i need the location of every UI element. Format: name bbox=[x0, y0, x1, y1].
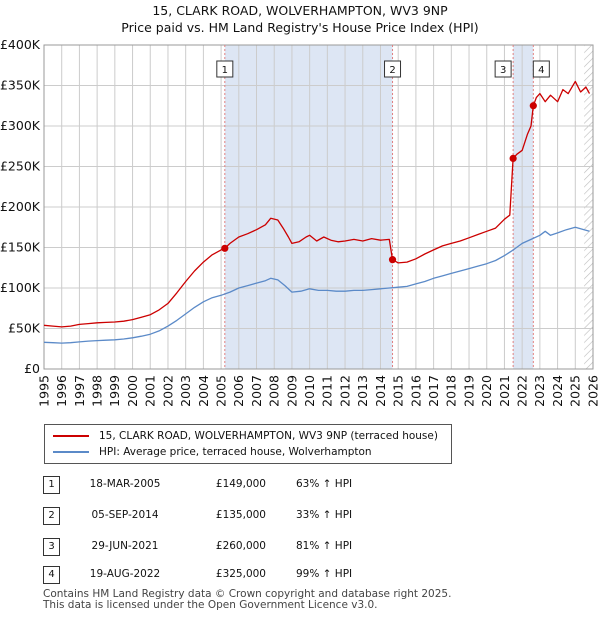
y-tick-label: £250K bbox=[0, 159, 41, 174]
hpi-series-line bbox=[43, 226, 590, 344]
transaction-number-badge: 2 bbox=[43, 507, 60, 525]
x-tick-label: 2018 bbox=[444, 375, 459, 407]
x-tick-label: 1997 bbox=[72, 375, 87, 407]
footer-line-licence: This data is licensed under the Open Gov… bbox=[43, 599, 378, 611]
x-tick-label: 1999 bbox=[107, 375, 122, 407]
x-tick-label: 2004 bbox=[196, 375, 211, 407]
legend-swatch-hpi bbox=[53, 451, 89, 453]
x-tick-label: 2017 bbox=[426, 375, 441, 407]
marker-label-box bbox=[532, 60, 550, 78]
x-tick-label: 2015 bbox=[391, 375, 406, 407]
transaction-price: £260,000 bbox=[215, 540, 266, 552]
x-tick-label: 2002 bbox=[160, 375, 175, 407]
y-tick-label: £200K bbox=[0, 199, 41, 214]
marker-label-box bbox=[216, 60, 234, 78]
x-tick-label: 2000 bbox=[125, 375, 140, 407]
x-tick-label: 2012 bbox=[337, 375, 352, 407]
marker-label-3: 3 bbox=[500, 65, 506, 76]
y-tick-label: £0 bbox=[24, 361, 40, 376]
x-tick-label: 2006 bbox=[231, 375, 246, 407]
footer-attribution: Contains HM Land Registry data © Crown c… bbox=[43, 589, 451, 611]
sale-point bbox=[509, 154, 517, 162]
transaction-row: 1 18-MAR-2005 £149,000 63% ↑ HPI bbox=[0, 476, 600, 496]
legend-label-property: 15, CLARK ROAD, WOLVERHAMPTON, WV3 9NP (… bbox=[99, 430, 438, 442]
transaction-row: 2 05-SEP-2014 £135,000 33% ↑ HPI bbox=[0, 507, 600, 527]
legend-item-property: 15, CLARK ROAD, WOLVERHAMPTON, WV3 9NP (… bbox=[53, 428, 438, 444]
y-tick-label: £350K bbox=[0, 78, 41, 93]
transaction-hpi-change: 81% ↑ HPI bbox=[296, 540, 353, 552]
y-tick-label: £400K bbox=[0, 37, 41, 52]
transaction-row: 4 19-AUG-2022 £325,000 99% ↑ HPI bbox=[0, 566, 600, 586]
transaction-date: 19-AUG-2022 bbox=[89, 568, 161, 580]
legend-label-hpi: HPI: Average price, terraced house, Wolv… bbox=[99, 446, 372, 458]
y-tick-label: £50K bbox=[8, 321, 41, 336]
transaction-price: £149,000 bbox=[215, 478, 266, 490]
transaction-number-badge: 3 bbox=[43, 538, 60, 556]
plot-border bbox=[43, 44, 594, 370]
x-tick-label: 2022 bbox=[515, 375, 530, 407]
x-tick-label: 2021 bbox=[497, 375, 512, 407]
y-tick-label: £150K bbox=[0, 240, 41, 255]
x-tick-label: 2011 bbox=[320, 375, 335, 407]
x-tick-label: 2003 bbox=[178, 375, 193, 407]
x-tick-label: 1996 bbox=[54, 375, 69, 407]
marker-label-2: 2 bbox=[389, 65, 395, 76]
marker-label-box bbox=[494, 60, 512, 78]
chart-title: 15, CLARK ROAD, WOLVERHAMPTON, WV3 9NP bbox=[152, 3, 448, 18]
transaction-hpi-change: 63% ↑ HPI bbox=[296, 478, 353, 490]
chart-subtitle: Price paid vs. HM Land Registry's House … bbox=[121, 20, 479, 35]
x-tick-label: 2025 bbox=[568, 375, 583, 407]
x-tick-label: 2023 bbox=[532, 375, 547, 407]
legend-item-hpi: HPI: Average price, terraced house, Wolv… bbox=[53, 444, 372, 460]
sale-point bbox=[388, 256, 397, 264]
footer-line-copyright: Contains HM Land Registry data © Crown c… bbox=[43, 588, 452, 600]
x-tick-label: 2008 bbox=[267, 375, 282, 407]
transaction-hpi-change: 99% ↑ HPI bbox=[296, 568, 353, 580]
transaction-date: 29-JUN-2021 bbox=[91, 540, 159, 552]
legend-swatch-property bbox=[53, 435, 89, 437]
transaction-date: 18-MAR-2005 bbox=[89, 478, 161, 490]
x-tick-label: 2020 bbox=[479, 375, 494, 407]
x-tick-label: 2014 bbox=[373, 375, 388, 407]
marker-label-1: 1 bbox=[222, 65, 228, 76]
x-tick-label: 2013 bbox=[355, 375, 370, 407]
transaction-price: £135,000 bbox=[215, 509, 266, 521]
x-tick-label: 2026 bbox=[585, 375, 600, 407]
y-tick-label: £100K bbox=[0, 280, 41, 295]
transaction-price: £325,000 bbox=[215, 568, 266, 580]
marker-label-box bbox=[384, 60, 402, 78]
y-tick-label: £300K bbox=[0, 118, 41, 133]
sale-point bbox=[529, 102, 537, 110]
x-tick-label: 2009 bbox=[284, 375, 299, 407]
chart-legend: 15, CLARK ROAD, WOLVERHAMPTON, WV3 9NP (… bbox=[44, 424, 452, 464]
x-tick-label: 1995 bbox=[36, 375, 51, 407]
x-tick-label: 2019 bbox=[461, 375, 476, 407]
x-tick-label: 2010 bbox=[302, 375, 317, 407]
sale-point bbox=[221, 244, 229, 252]
transaction-number-badge: 1 bbox=[43, 476, 60, 494]
x-tick-label: 2016 bbox=[408, 375, 423, 407]
transaction-date: 05-SEP-2014 bbox=[91, 509, 159, 521]
transaction-number-badge: 4 bbox=[43, 566, 60, 584]
x-tick-label: 1998 bbox=[90, 375, 105, 407]
transaction-hpi-change: 33% ↑ HPI bbox=[296, 509, 353, 521]
transaction-row: 3 29-JUN-2021 £260,000 81% ↑ HPI bbox=[0, 538, 600, 558]
x-tick-label: 2001 bbox=[143, 375, 158, 407]
x-tick-label: 2007 bbox=[249, 375, 264, 407]
marker-label-4: 4 bbox=[538, 65, 544, 76]
x-tick-label: 2005 bbox=[213, 375, 228, 407]
x-tick-label: 2024 bbox=[550, 375, 565, 407]
property-series-line bbox=[43, 80, 591, 328]
price-chart: £0 £50K £100K £150K £200K £250K £300K £350K £400… bbox=[0, 37, 600, 407]
